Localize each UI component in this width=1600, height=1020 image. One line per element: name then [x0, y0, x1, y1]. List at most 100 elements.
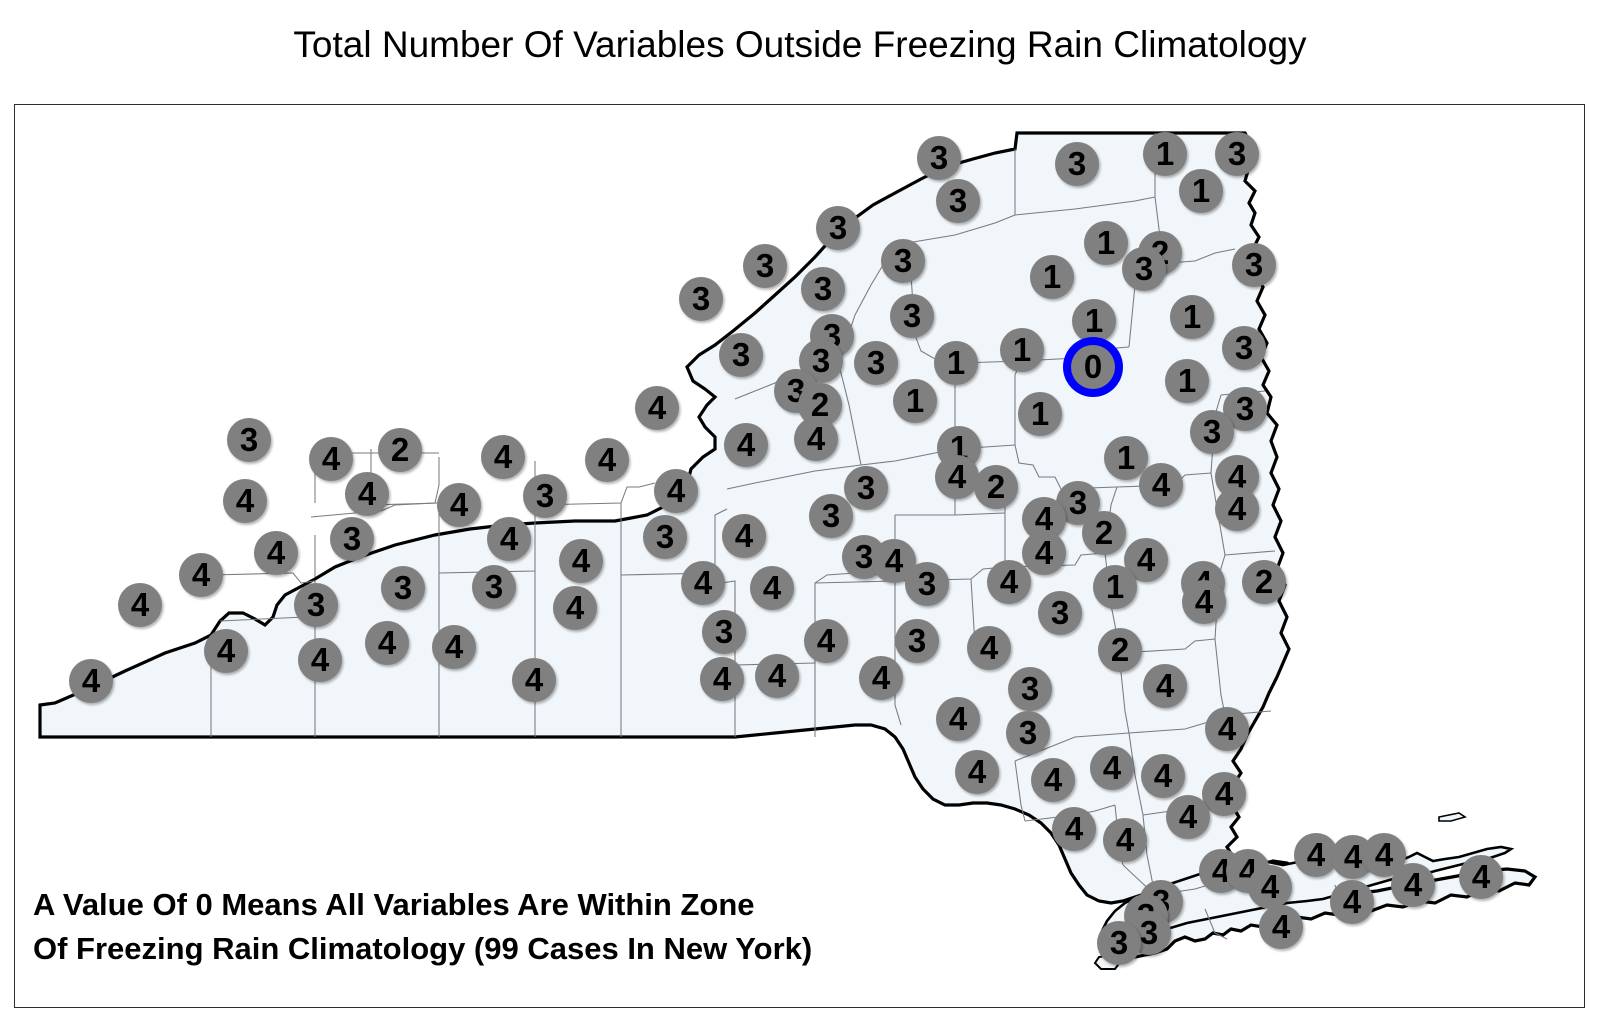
station-marker[interactable]: 4 — [1205, 707, 1249, 751]
station-marker[interactable]: 3 — [1055, 142, 1099, 186]
station-marker[interactable]: 3 — [816, 206, 860, 250]
station-marker[interactable]: 4 — [1182, 580, 1226, 624]
station-marker[interactable]: 3 — [679, 277, 723, 321]
station-marker[interactable]: 4 — [681, 561, 725, 605]
station-marker[interactable]: 3 — [1223, 387, 1267, 431]
station-marker[interactable]: 4 — [1166, 795, 1210, 839]
station-marker[interactable]: 3 — [890, 294, 934, 338]
station-marker[interactable]: 4 — [1202, 772, 1246, 816]
station-marker[interactable]: 1 — [1030, 255, 1074, 299]
station-marker[interactable]: 4 — [1143, 664, 1187, 708]
station-marker[interactable]: 4 — [750, 566, 794, 610]
station-marker[interactable]: 4 — [794, 417, 838, 461]
station-marker[interactable]: 3 — [1006, 711, 1050, 755]
station-marker[interactable]: 3 — [1008, 667, 1052, 711]
station-marker[interactable]: 4 — [700, 657, 744, 701]
station-marker[interactable]: 3 — [895, 619, 939, 663]
station-marker[interactable]: 1 — [1165, 359, 1209, 403]
station-marker[interactable]: 3 — [905, 562, 949, 606]
station-marker[interactable]: 4 — [1124, 538, 1168, 582]
station-marker[interactable]: 4 — [481, 435, 525, 479]
station-marker[interactable]: 1 — [1084, 221, 1128, 265]
station-marker[interactable]: 3 — [801, 267, 845, 311]
station-marker[interactable]: 4 — [179, 553, 223, 597]
station-marker[interactable]: 4 — [512, 658, 556, 702]
station-marker[interactable]: 1 — [1179, 169, 1223, 213]
station-marker[interactable]: 3 — [1222, 326, 1266, 370]
station-marker[interactable]: 4 — [1052, 807, 1096, 851]
station-marker[interactable]: 2 — [1082, 511, 1126, 555]
station-marker[interactable]: 3 — [917, 136, 961, 180]
station-marker[interactable]: 4 — [585, 438, 629, 482]
station-marker[interactable]: 4 — [1459, 855, 1503, 899]
station-marker[interactable]: 1 — [1072, 299, 1116, 343]
station-marker[interactable]: 4 — [1391, 863, 1435, 907]
station-marker[interactable]: 3 — [743, 244, 787, 288]
station-marker[interactable]: 4 — [559, 539, 603, 583]
station-marker[interactable]: 3 — [381, 566, 425, 610]
station-marker[interactable]: 3 — [523, 474, 567, 518]
station-marker[interactable]: 4 — [955, 750, 999, 794]
station-marker[interactable]: 4 — [1215, 487, 1259, 531]
station-marker[interactable]: 4 — [987, 560, 1031, 604]
station-marker[interactable]: 4 — [724, 423, 768, 467]
station-marker-highlighted[interactable]: 0 — [1071, 345, 1115, 389]
station-marker[interactable]: 4 — [936, 697, 980, 741]
station-marker[interactable]: 4 — [935, 455, 979, 499]
station-marker[interactable]: 4 — [69, 659, 113, 703]
station-marker[interactable]: 2 — [378, 428, 422, 472]
station-marker[interactable]: 4 — [635, 386, 679, 430]
station-marker[interactable]: 1 — [893, 379, 937, 423]
station-marker[interactable]: 4 — [309, 437, 353, 481]
station-marker[interactable]: 3 — [1097, 921, 1141, 965]
station-marker[interactable]: 4 — [804, 619, 848, 663]
station-marker[interactable]: 4 — [1259, 905, 1303, 949]
station-marker[interactable]: 4 — [298, 638, 342, 682]
station-marker[interactable]: 3 — [854, 341, 898, 385]
station-marker[interactable]: 3 — [330, 517, 374, 561]
station-marker[interactable]: 3 — [809, 494, 853, 538]
station-marker[interactable]: 3 — [643, 515, 687, 559]
station-marker[interactable]: 3 — [881, 239, 925, 283]
station-marker[interactable]: 4 — [553, 586, 597, 630]
station-marker[interactable]: 4 — [1248, 865, 1292, 909]
station-marker[interactable]: 3 — [844, 466, 888, 510]
station-marker[interactable]: 3 — [1232, 243, 1276, 287]
station-marker[interactable]: 4 — [1139, 463, 1183, 507]
station-marker[interactable]: 3 — [936, 179, 980, 223]
station-marker[interactable]: 3 — [799, 339, 843, 383]
station-marker[interactable]: 4 — [487, 517, 531, 561]
station-marker[interactable]: 4 — [755, 654, 799, 698]
station-marker[interactable]: 1 — [1104, 436, 1148, 480]
station-marker[interactable]: 3 — [1190, 410, 1234, 454]
station-marker[interactable]: 4 — [1103, 818, 1147, 862]
station-marker[interactable]: 1 — [1093, 565, 1137, 609]
station-marker[interactable]: 4 — [223, 479, 267, 523]
station-marker[interactable]: 4 — [254, 531, 298, 575]
station-marker[interactable]: 3 — [227, 418, 271, 462]
station-marker[interactable]: 4 — [204, 629, 248, 673]
station-marker[interactable]: 4 — [654, 469, 698, 513]
station-marker[interactable]: 4 — [365, 621, 409, 665]
station-marker[interactable]: 2 — [1242, 560, 1286, 604]
station-marker[interactable]: 4 — [118, 583, 162, 627]
station-marker[interactable]: 4 — [1330, 880, 1374, 924]
station-marker[interactable]: 3 — [1038, 591, 1082, 635]
station-marker[interactable]: 1 — [1000, 328, 1044, 372]
station-marker[interactable]: 1 — [1170, 295, 1214, 339]
station-marker[interactable]: 4 — [1294, 833, 1338, 877]
station-marker[interactable]: 4 — [967, 626, 1011, 670]
station-marker[interactable]: 4 — [722, 514, 766, 558]
station-marker[interactable]: 4 — [345, 472, 389, 516]
station-marker[interactable]: 4 — [859, 656, 903, 700]
station-marker[interactable]: 4 — [1022, 531, 1066, 575]
station-marker[interactable]: 4 — [1141, 754, 1185, 798]
station-marker[interactable]: 3 — [472, 565, 516, 609]
station-marker[interactable]: 4 — [437, 483, 481, 527]
station-marker[interactable]: 4 — [1331, 835, 1375, 879]
station-marker[interactable]: 3 — [702, 610, 746, 654]
station-marker[interactable]: 4 — [432, 625, 476, 669]
station-marker[interactable]: 3 — [719, 333, 763, 377]
station-marker[interactable]: 3 — [294, 583, 338, 627]
station-marker[interactable]: 1 — [934, 341, 978, 385]
